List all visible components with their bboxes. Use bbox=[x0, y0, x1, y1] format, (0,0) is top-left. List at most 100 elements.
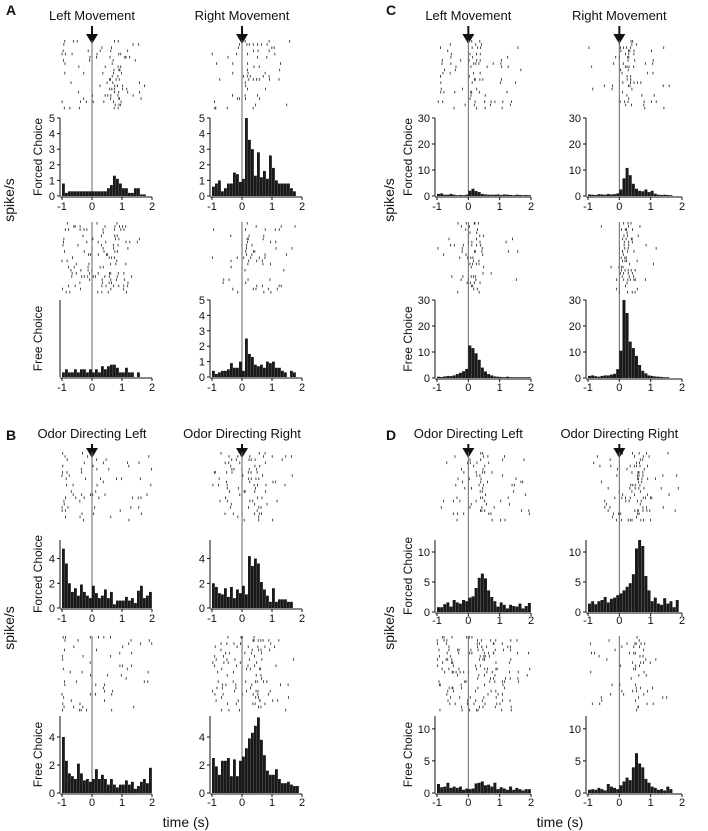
histogram-bar bbox=[116, 787, 119, 793]
histogram-bar bbox=[440, 787, 444, 793]
x-tick-label: 0 bbox=[616, 797, 622, 809]
histogram-bar bbox=[116, 178, 119, 196]
event-arrow-icon-c-forced-left bbox=[462, 34, 475, 44]
bars-b-forced-right bbox=[212, 556, 293, 608]
histogram-bar bbox=[609, 786, 613, 793]
histogram-bar bbox=[248, 353, 251, 377]
histogram-bar bbox=[616, 595, 620, 612]
histogram-bar bbox=[609, 194, 613, 196]
y-tick-label: 2 bbox=[199, 760, 205, 772]
histogram-bar bbox=[600, 194, 604, 196]
histogram-bar bbox=[107, 598, 110, 608]
spike-rate-label-a: spike/s bbox=[1, 178, 17, 222]
histogram-bar bbox=[499, 376, 503, 378]
column-title-d-forced-right: Odor Directing Right bbox=[560, 426, 678, 441]
histogram-bar bbox=[257, 366, 260, 377]
histogram-bar bbox=[505, 608, 509, 612]
histogram-bar bbox=[515, 606, 519, 612]
histogram-bar bbox=[474, 353, 478, 378]
event-arrow-icon-a-forced-right bbox=[236, 34, 248, 44]
histogram-bar bbox=[290, 784, 293, 793]
histogram-bar bbox=[505, 376, 509, 378]
histogram-bar bbox=[660, 604, 664, 612]
histogram-bar bbox=[98, 779, 101, 793]
histogram-bar bbox=[641, 767, 645, 793]
histogram-bar bbox=[613, 194, 617, 196]
x-tick-label: -1 bbox=[57, 382, 67, 394]
histogram-bar bbox=[591, 194, 595, 196]
histogram-bar bbox=[140, 585, 143, 608]
histogram-bar bbox=[119, 784, 122, 793]
histogram-bar bbox=[515, 377, 519, 378]
spike-rate-label-b: spike/s bbox=[1, 606, 17, 650]
raster-b-free-right bbox=[212, 636, 294, 712]
histogram-bar bbox=[600, 375, 604, 378]
histogram-bar bbox=[278, 183, 281, 196]
histogram-bar bbox=[446, 602, 450, 612]
histogram-bar bbox=[104, 589, 107, 608]
y-tick-label: 10 bbox=[569, 165, 581, 177]
histogram-bar bbox=[101, 595, 104, 608]
histogram-bar bbox=[95, 369, 98, 377]
histogram-bar bbox=[622, 300, 626, 378]
histogram-bar bbox=[284, 599, 287, 608]
histogram-bar bbox=[622, 590, 626, 612]
histogram-bar bbox=[236, 589, 239, 608]
histogram-bar bbox=[490, 786, 494, 793]
histogram-bar bbox=[149, 591, 152, 608]
histogram-bar bbox=[490, 194, 494, 196]
histogram-bar bbox=[588, 789, 591, 793]
histogram-bar bbox=[437, 376, 440, 378]
histogram-bar bbox=[290, 370, 293, 377]
histogram-bar bbox=[287, 601, 290, 608]
histogram-bar bbox=[635, 188, 638, 196]
histogram-bar bbox=[653, 376, 657, 378]
condition-label-b-free: Free Choice bbox=[31, 722, 45, 788]
histogram-bar bbox=[290, 188, 293, 196]
histogram-bar bbox=[254, 175, 257, 196]
y-tick-label: 1 bbox=[199, 357, 205, 369]
x-tick-label: -1 bbox=[432, 615, 442, 627]
histogram-bar bbox=[92, 779, 95, 793]
histogram-bar bbox=[119, 183, 122, 196]
histogram-bar bbox=[254, 364, 257, 377]
y-tick-label: 4 bbox=[199, 129, 205, 141]
histogram-bar bbox=[499, 602, 503, 612]
histogram-bar bbox=[493, 376, 497, 378]
y-tick-label: 30 bbox=[569, 113, 581, 125]
histogram-bar bbox=[227, 758, 230, 793]
y-tick-label: 0 bbox=[575, 788, 581, 800]
histogram-bar bbox=[224, 588, 227, 608]
y-tick-label: 10 bbox=[569, 547, 581, 559]
histogram-bar bbox=[443, 194, 447, 196]
histogram-bar bbox=[619, 785, 623, 793]
histogram-bar bbox=[452, 375, 456, 378]
histogram-bar bbox=[496, 194, 500, 196]
histogram-bar bbox=[113, 175, 116, 196]
histogram-bar bbox=[588, 375, 591, 378]
histogram-bar bbox=[242, 178, 245, 196]
histogram-bar bbox=[660, 376, 664, 378]
x-tick-label: 0 bbox=[465, 382, 471, 394]
histogram-bar bbox=[239, 181, 242, 196]
histogram-bar bbox=[647, 782, 651, 793]
histogram-bar bbox=[502, 604, 506, 612]
y-tick-label: 5 bbox=[575, 756, 581, 768]
histogram-bar bbox=[505, 789, 509, 793]
histogram-bar bbox=[650, 601, 654, 612]
histogram-bar bbox=[116, 367, 119, 377]
histogram-bar bbox=[257, 717, 260, 793]
histogram-bar bbox=[622, 178, 626, 196]
histogram-bar bbox=[650, 190, 654, 196]
histogram-bar bbox=[266, 595, 269, 608]
histogram-bar bbox=[128, 600, 131, 608]
histogram-bar bbox=[263, 755, 266, 793]
histogram-bar bbox=[137, 590, 140, 608]
y-tick-label: 4 bbox=[49, 554, 55, 566]
histogram-bar bbox=[594, 604, 598, 612]
x-tick-label: 2 bbox=[528, 201, 534, 213]
histogram-bar bbox=[95, 191, 98, 196]
